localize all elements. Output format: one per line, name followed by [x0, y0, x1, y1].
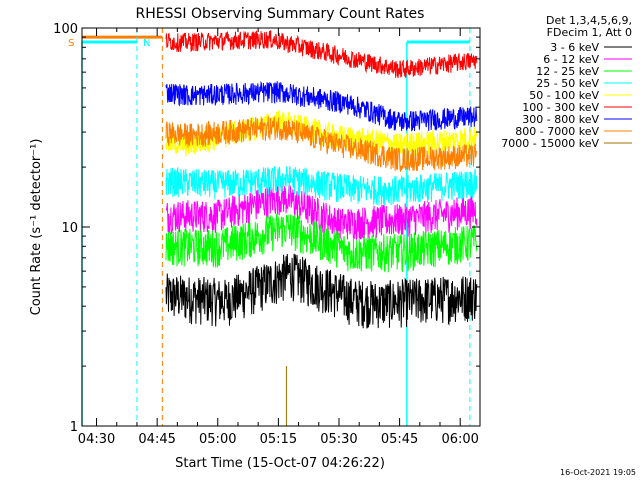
chart-title: RHESSI Observing Summary Count Rates [136, 6, 425, 22]
series-line-0 [165, 253, 478, 329]
series-line-2 [165, 212, 478, 273]
legend-label-2: 12 - 25 keV [536, 65, 599, 78]
annotation-0: S [68, 38, 74, 49]
legend-label-7: 800 - 7000 keV [515, 125, 599, 138]
x-tick-label-5: 05:45 [381, 432, 418, 447]
series-line-3 [165, 165, 478, 206]
x-axis-label: Start Time (15-Oct-07 04:26:22) [175, 456, 385, 471]
legend-label-3: 25 - 50 keV [536, 77, 599, 90]
x-tick-label-1: 04:45 [138, 432, 175, 447]
x-tick-label-4: 05:30 [320, 432, 357, 447]
legend-label-0: 3 - 6 keV [550, 41, 599, 54]
y-tick-label-0: 1 [70, 420, 78, 435]
legend-label-1: 6 - 12 keV [543, 53, 599, 66]
legend-header-0: Det 1,3,4,5,6,9, [546, 14, 632, 27]
legend: Det 1,3,4,5,6,9,FDecim 1, Att 0 3 - 6 keV… [501, 14, 632, 150]
series-line-5 [165, 30, 478, 79]
legend-header-1: FDecim 1, Att 0 [547, 26, 632, 39]
axes-layer: 04:30 04:45 05:00 05:15 05:30 05:45 06:00 1 10 10… [53, 22, 480, 447]
y-axis-label: Count Rate (s⁻¹ detector⁻¹) [29, 139, 44, 316]
x-tick-label-2: 05:00 [199, 432, 236, 447]
x-tick-label-3: 05:15 [260, 432, 297, 447]
series-line-7 [165, 116, 478, 172]
y-tick-label-2: 100 [53, 22, 78, 37]
x-tick-label-0: 04:30 [78, 432, 115, 447]
y-tick-label-1: 10 [61, 221, 78, 236]
legend-label-4: 50 - 100 keV [529, 89, 599, 102]
x-tick-label-6: 06:00 [441, 432, 478, 447]
series-line-6 [165, 80, 478, 132]
legend-label-6: 300 - 800 keV [522, 113, 599, 126]
legend-label-5: 100 - 300 keV [522, 101, 599, 114]
series-line-1 [165, 181, 478, 241]
annotation-1: N [143, 38, 150, 49]
footer-timestamp: 16-Oct-2021 19:05 [560, 468, 636, 477]
legend-label-8: 7000 - 15000 keV [501, 137, 599, 150]
